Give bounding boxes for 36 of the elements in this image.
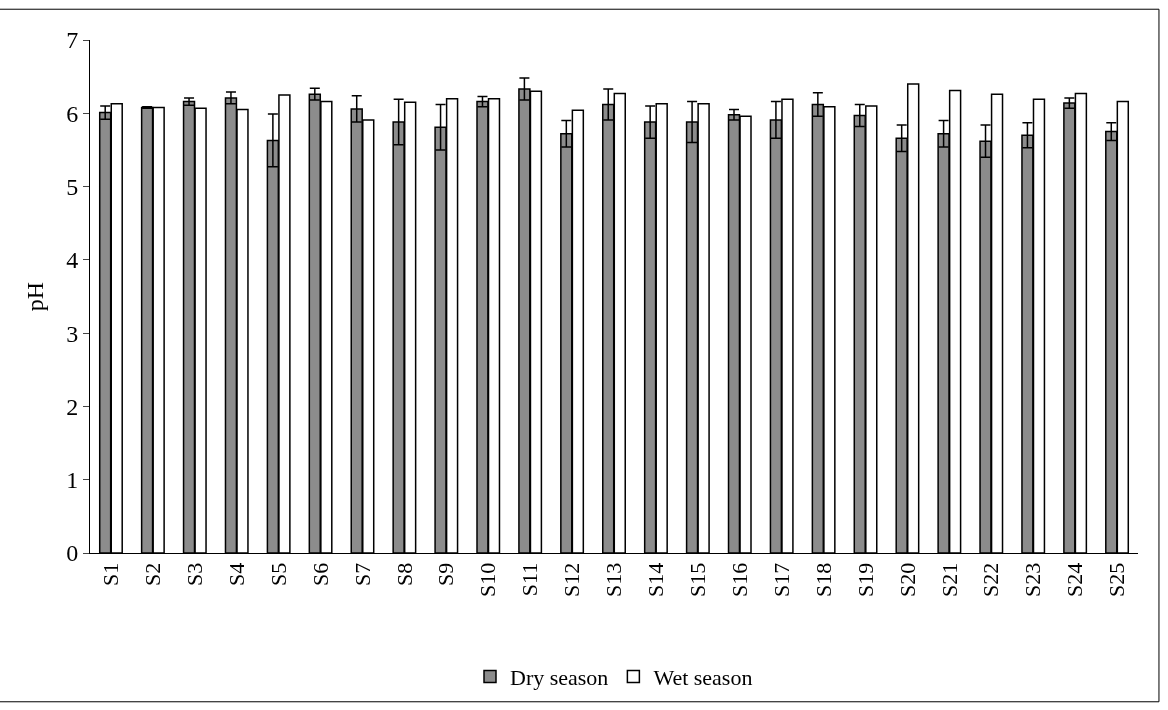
y-tick-label: 6	[66, 100, 79, 127]
x-tick-label: S24	[1062, 562, 1088, 598]
x-tick-label: S10	[475, 562, 501, 598]
x-tick-label: S7	[349, 562, 375, 587]
y-tick-label: 3	[66, 320, 79, 347]
x-tick-label: S12	[559, 562, 585, 598]
x-tick-label: S15	[684, 562, 710, 598]
x-tick-label: S11	[517, 562, 543, 597]
x-tick-label: S14	[643, 562, 669, 598]
y-tick-label: 5	[66, 173, 79, 200]
y-tick-label: 2	[66, 393, 79, 420]
legend-label: Wet season	[653, 664, 753, 690]
y-tick-label: 4	[66, 247, 79, 274]
x-tick-label: S6	[307, 562, 333, 587]
y-tick-label: 7	[66, 27, 79, 54]
y-tick-label: 1	[66, 467, 79, 494]
x-tick-label: S16	[726, 562, 752, 598]
x-tick-label: S13	[601, 562, 627, 598]
x-tick-label: S18	[810, 562, 836, 598]
x-tick-label: S21	[936, 562, 962, 598]
x-tick-label: S1	[98, 562, 124, 587]
x-tick-label: S5	[265, 562, 291, 587]
x-tick-label: S3	[181, 562, 207, 587]
y-axis-title: pH	[22, 281, 49, 312]
x-tick-label: S22	[978, 562, 1004, 598]
x-tick-label: S4	[223, 562, 249, 587]
legend-label: Dry season	[510, 664, 609, 690]
y-tick-label: 0	[66, 540, 79, 567]
x-tick-label: S19	[852, 562, 878, 598]
x-tick-label: S17	[768, 562, 794, 598]
x-tick-label: S8	[391, 562, 417, 587]
x-tick-label: S20	[894, 562, 920, 598]
x-tick-label: S23	[1020, 562, 1046, 598]
x-tick-label: S25	[1104, 562, 1130, 598]
x-tick-label: S2	[140, 562, 166, 587]
x-tick-label: S9	[433, 562, 459, 587]
